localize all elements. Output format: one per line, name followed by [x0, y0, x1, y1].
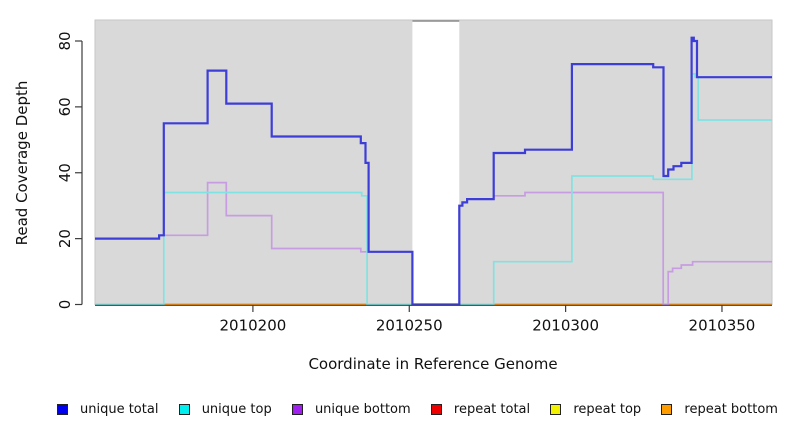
x-tick-label: 2010250	[376, 317, 443, 335]
y-tick-label: 80	[56, 31, 74, 50]
x-axis-title: Coordinate in Reference Genome	[308, 355, 557, 373]
y-tick-label: 60	[56, 97, 74, 116]
coverage-chart: 0 20 40 60 80 2010200 2010250 2010300 2010350 Re…	[13, 19, 773, 373]
legend-label: repeat total	[453, 401, 531, 417]
legend-label: repeat top	[573, 401, 642, 417]
legend-swatch-unique-total	[57, 403, 68, 415]
series-unique-top-line	[95, 73, 772, 306]
x-tick-label: 2010350	[689, 317, 756, 335]
y-tick-label: 20	[56, 229, 74, 248]
legend-item-unique-bottom: unique bottom	[291, 401, 411, 417]
series-unique-total-line	[95, 36, 772, 306]
plot-area: 0 20 40 60 80 2010200 2010250 2010300 2010350	[56, 19, 773, 335]
legend-swatch-repeat-bottom	[661, 403, 673, 415]
legend-item-repeat-bottom: repeat bottom	[661, 402, 778, 417]
legend-item-repeat-top: repeat top	[550, 402, 641, 417]
legend-swatch-unique-top	[178, 403, 190, 415]
legend-item-repeat-total: repeat total	[430, 401, 531, 417]
legend-swatch-repeat-total	[430, 403, 442, 415]
y-tick-label: 40	[56, 163, 74, 182]
x-tick-label: 2010300	[532, 317, 599, 335]
legend-label: unique top	[201, 401, 272, 417]
legend-item-unique-top: unique top	[178, 401, 272, 417]
x-tick-label: 2010200	[220, 317, 287, 335]
legend-item-unique-total: unique total	[57, 402, 158, 417]
legend-swatch-repeat-top	[550, 403, 562, 415]
missing-data-band	[412, 20, 460, 305]
legend-label: repeat bottom	[684, 401, 778, 417]
legend-label: unique total	[80, 401, 159, 417]
y-tick-label: 0	[56, 300, 74, 310]
series-group	[95, 36, 772, 306]
chart-legend: unique total unique top unique bottom re…	[0, 392, 792, 426]
legend-label: unique bottom	[314, 401, 411, 417]
y-axis-title: Read Coverage Depth	[13, 81, 31, 246]
legend-swatch-unique-bottom	[291, 403, 303, 415]
